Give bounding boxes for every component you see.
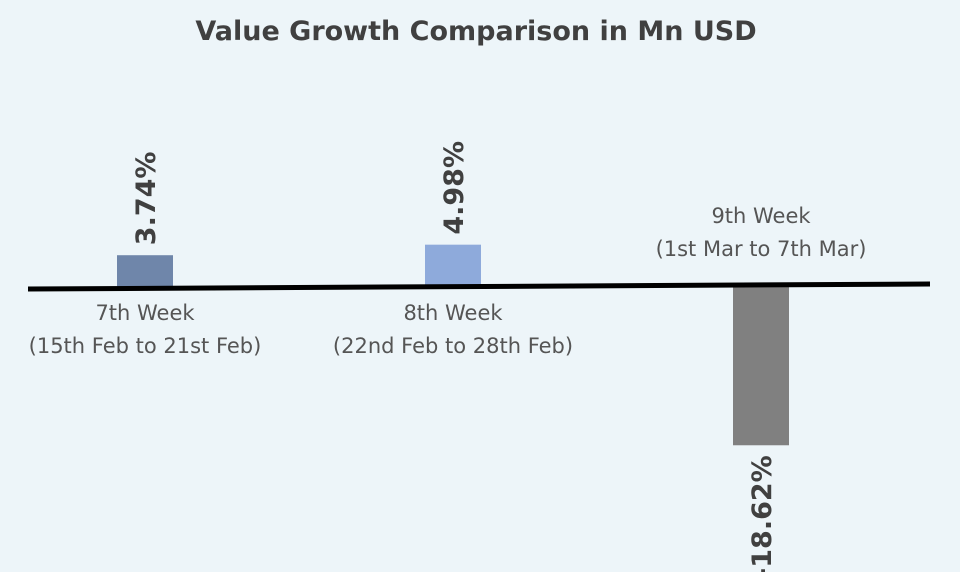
x-tick-label: (15th Feb to 21st Feb) [29,334,262,358]
zero-line [27,281,931,292]
x-tick-label: (1st Mar to 7th Mar) [656,237,867,261]
bar [117,255,173,287]
bar [733,287,789,446]
data-label: 3.74% [131,152,162,246]
chart-title: Value Growth Comparison in Mn USD [195,16,756,47]
data-label: 4.98% [439,141,470,235]
x-tick-label: 7th Week [95,301,195,325]
x-tick-label: 9th Week [711,204,811,228]
bar [425,244,481,287]
data-label: -18.62% [747,455,778,572]
x-tick-label: (22nd Feb to 28th Feb) [333,334,573,358]
x-tick-label: 8th Week [403,301,503,325]
